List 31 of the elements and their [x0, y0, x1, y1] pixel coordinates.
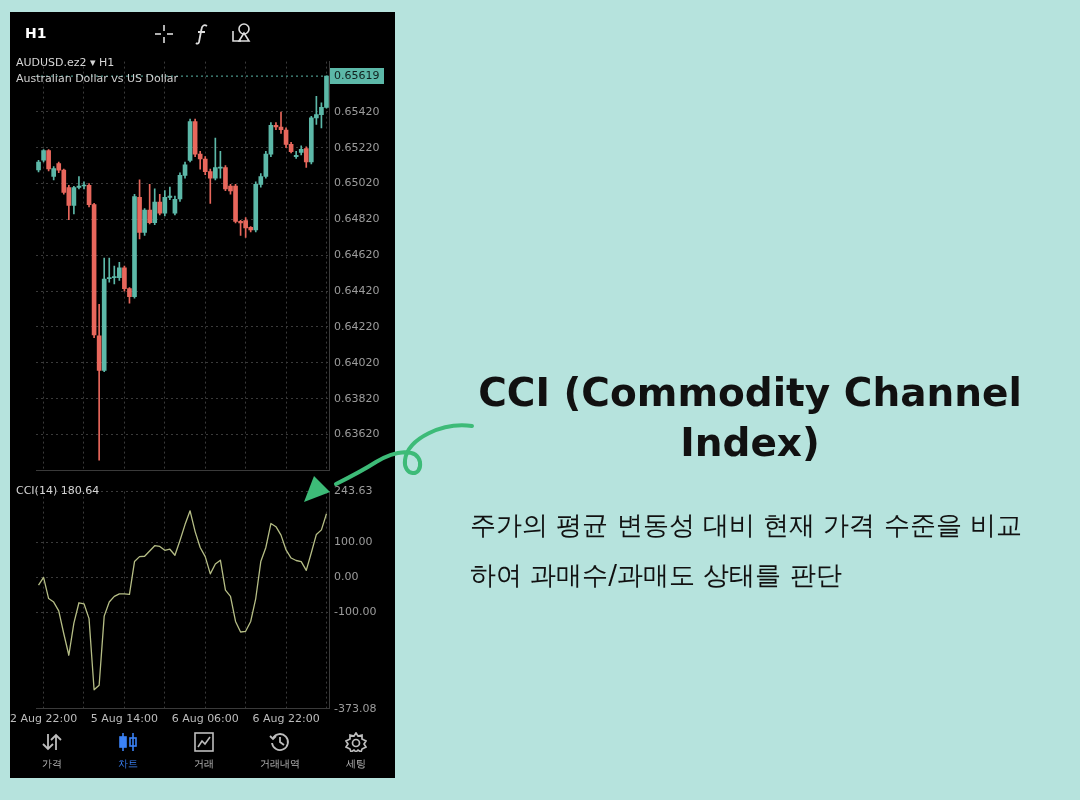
y-tick-label: 0.63620: [334, 427, 380, 441]
text: 주가의 평균 변동성 대비 현재 가격 수준을 비교하여 과매수/과매도 상태를 판단: [470, 509, 1023, 592]
text: 거래내역: [259, 757, 301, 771]
y-tick-label: 0.64820: [334, 212, 380, 226]
x-tick-label: 2 Aug 22:00: [9, 712, 78, 726]
y-tick-label: 0.64420: [334, 283, 380, 297]
text: 거래: [193, 757, 215, 771]
y-tick-label: 0.63820: [334, 391, 380, 405]
text: 차트: [117, 757, 139, 771]
y-tick-label: 100.00: [334, 535, 373, 549]
y-tick-label: 0.00: [334, 570, 359, 584]
text: Australian Dollar vs US Dollar: [16, 72, 179, 85]
text: H1: [25, 25, 47, 41]
x-tick-label: 5 Aug 14:00: [90, 712, 158, 726]
x-tick-label: 6 Aug 22:00: [252, 712, 320, 726]
y-tick-label: 0.65220: [334, 140, 380, 154]
x-tick-label: 6 Aug 06:00: [171, 712, 239, 726]
y-tick-label: 0.64220: [334, 319, 380, 333]
y-tick-label: 0.64620: [334, 248, 380, 262]
y-tick-label: -100.00: [334, 605, 377, 619]
y-tick-label: 0.65420: [334, 104, 380, 118]
y-tick-label: 0.64020: [334, 355, 380, 369]
chart-title: CCI(14) 180.64: [16, 484, 100, 497]
y-tick-label: 0.65020: [334, 176, 380, 190]
chart-title: AUDUSD.ez2 ▾ H1: [16, 56, 115, 69]
text: 세팅: [345, 757, 367, 771]
y-tick-label: 243.63: [334, 484, 373, 498]
ref-line-label: 0.65619: [334, 68, 380, 82]
text: 가격: [41, 757, 63, 771]
y-tick-label: -373.08: [334, 701, 377, 715]
text: CCI (Commodity Channel Index): [477, 369, 1023, 467]
